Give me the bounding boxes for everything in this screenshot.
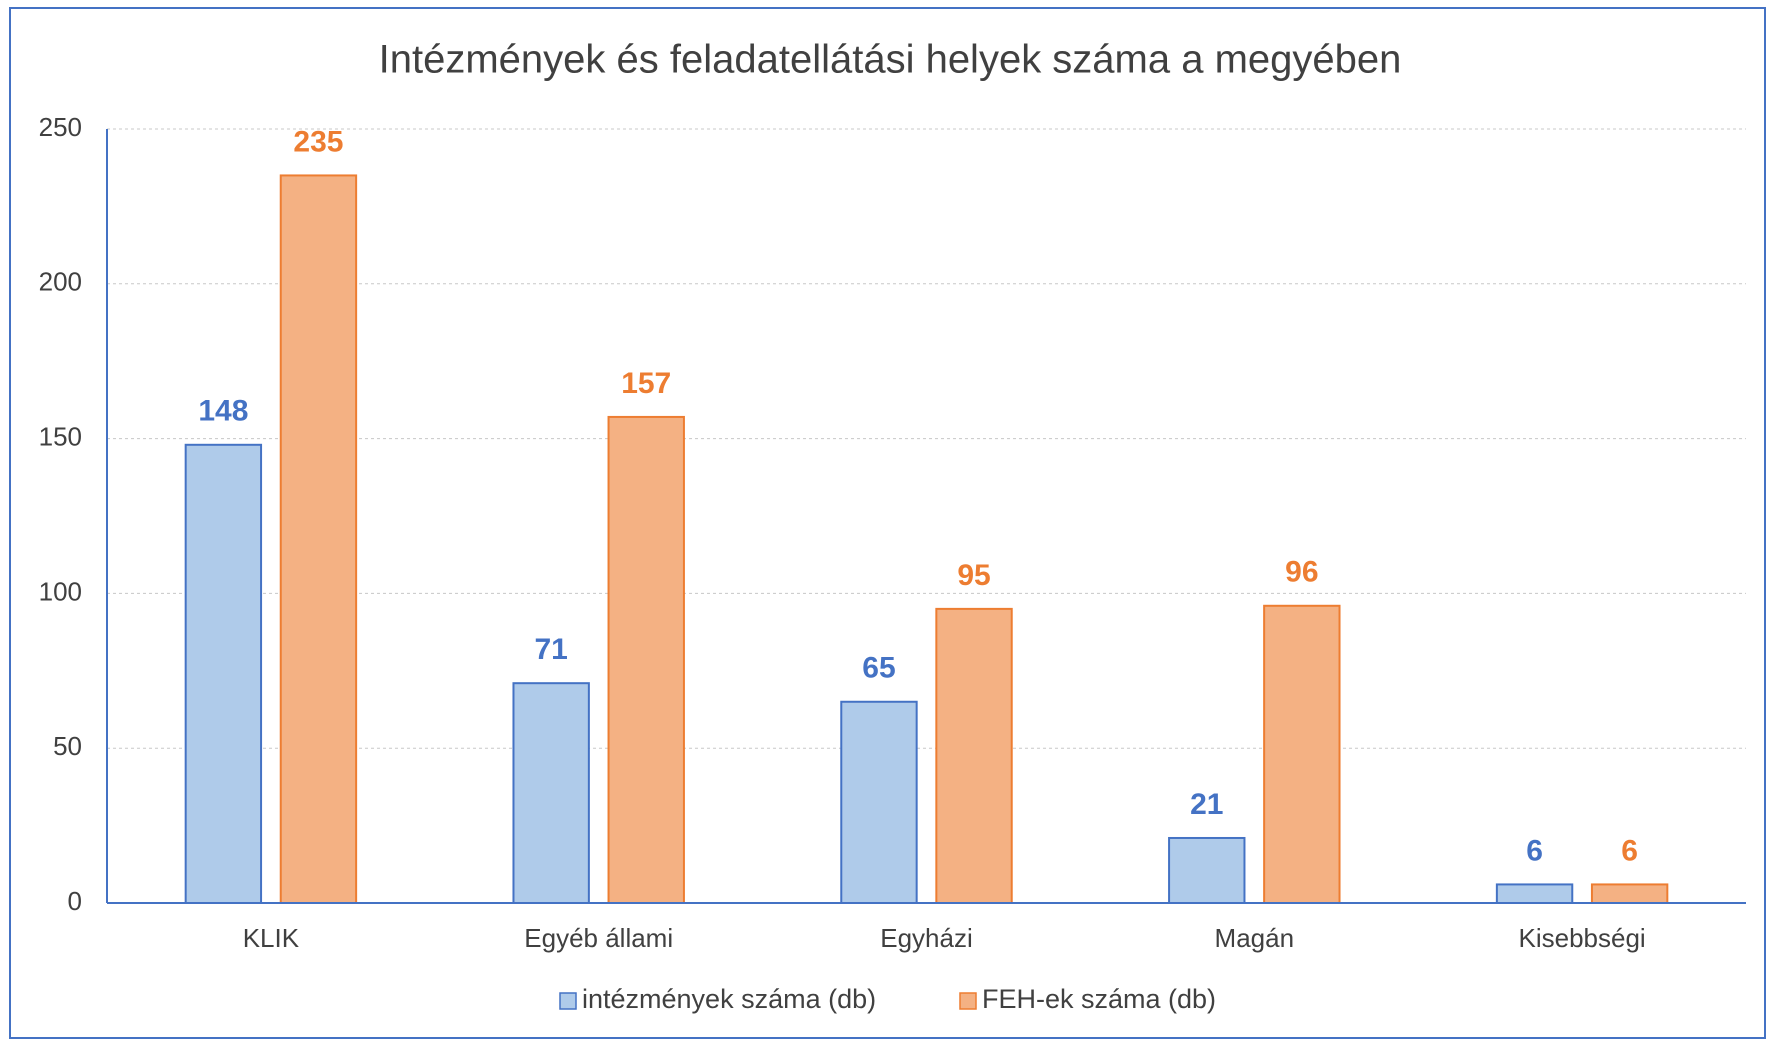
y-tick-label: 50 bbox=[53, 731, 82, 761]
bar bbox=[279, 174, 358, 904]
data-label: 148 bbox=[198, 395, 248, 428]
bar bbox=[512, 682, 590, 905]
y-tick-label: 200 bbox=[39, 267, 82, 297]
y-tick-label: 100 bbox=[39, 576, 82, 606]
data-label: 6 bbox=[1621, 834, 1638, 867]
data-label: 235 bbox=[293, 125, 343, 158]
y-tick-label: 0 bbox=[68, 886, 82, 916]
x-tick-label: Egyéb állami bbox=[524, 923, 673, 953]
data-label: 6 bbox=[1526, 834, 1543, 867]
x-tick-label: KLIK bbox=[243, 923, 300, 953]
data-label: 157 bbox=[621, 367, 671, 400]
bar bbox=[1263, 604, 1341, 904]
x-tick-label: Kisebbségi bbox=[1518, 923, 1645, 953]
legend-swatch bbox=[559, 992, 577, 1010]
legend-label: intézmények száma (db) bbox=[582, 984, 876, 1014]
bar bbox=[607, 415, 685, 904]
y-tick-label: 250 bbox=[39, 112, 82, 142]
legend-label: FEH-ek száma (db) bbox=[982, 984, 1216, 1014]
bar bbox=[840, 700, 918, 905]
data-label: 65 bbox=[862, 652, 895, 685]
bar bbox=[1590, 883, 1669, 905]
x-tick-label: Magán bbox=[1215, 923, 1295, 953]
chart-title: Intézmények és feladatellátási helyek sz… bbox=[379, 38, 1402, 82]
y-tick-label: 150 bbox=[39, 421, 82, 451]
data-label: 21 bbox=[1190, 788, 1223, 821]
data-label: 96 bbox=[1285, 556, 1318, 589]
x-tick-label: Egyházi bbox=[880, 923, 973, 953]
bar bbox=[184, 443, 263, 904]
bar bbox=[1495, 883, 1574, 905]
data-label: 95 bbox=[957, 559, 990, 592]
bar bbox=[935, 607, 1013, 904]
data-label: 71 bbox=[534, 633, 567, 666]
bar bbox=[1168, 836, 1246, 905]
legend-swatch bbox=[959, 992, 977, 1010]
